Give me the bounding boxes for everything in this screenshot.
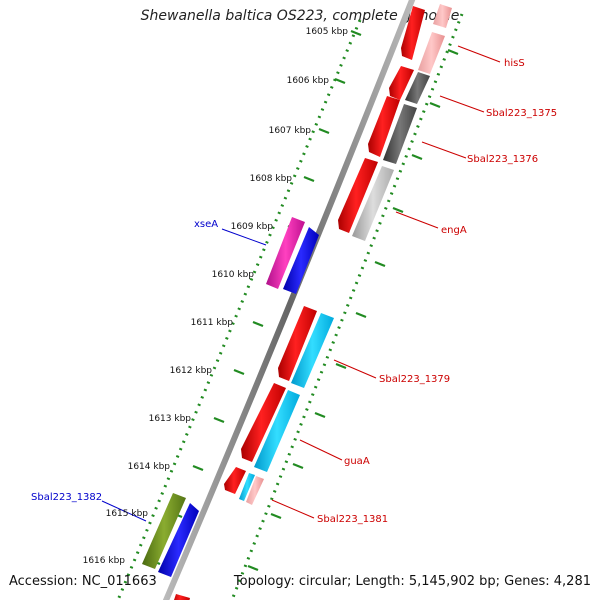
gene-label-hisS[interactable]: hisS [504, 58, 525, 69]
gene-label-sbal223-1381[interactable]: Sbal223_1381 [317, 514, 388, 525]
tick-label: 1616 kbp [83, 556, 126, 566]
gene-label-guaA[interactable]: guaA [344, 456, 370, 467]
gene-xseA-neighbor[interactable] [283, 227, 319, 294]
gene-label-xseA[interactable]: xseA [194, 219, 218, 230]
inner-tick-marks [247, 48, 459, 572]
gene-sbal223-1381[interactable] [246, 476, 264, 505]
forward-genes [142, 217, 319, 600]
gene-top-left[interactable] [401, 6, 425, 60]
gene-xseA[interactable] [266, 217, 305, 289]
gene-sbal223-1379[interactable] [291, 313, 334, 388]
tick-label: 1613 kbp [149, 414, 192, 424]
gene-label-sbal223-1382[interactable]: Sbal223_1382 [31, 492, 102, 503]
tick-labels: 1605 kbp 1606 kbp 1607 kbp 1608 kbp 1609… [83, 27, 349, 566]
tick-label: 1611 kbp [191, 318, 234, 328]
gene-sbal223-1382-neighbor[interactable] [158, 503, 199, 577]
tick-label: 1612 kbp [170, 366, 213, 376]
gene-hisS[interactable] [418, 32, 445, 74]
gene-red-5[interactable] [278, 306, 317, 381]
gene-label-sbal223-1375[interactable]: Sbal223_1375 [486, 108, 557, 119]
gene-engA[interactable] [352, 166, 394, 241]
gene-sbal223-1375[interactable] [405, 72, 430, 104]
gene-guaA[interactable] [254, 390, 300, 472]
genome-backbone [162, 0, 416, 600]
tick-label: 1614 kbp [128, 462, 171, 472]
genome-summary-text: Topology: circular; Length: 5,145,902 bp… [233, 574, 591, 589]
reverse-genes [224, 4, 452, 505]
label-leaders [101, 45, 501, 522]
tick-label: 1608 kbp [250, 174, 293, 184]
inner-dotted-ring [230, 13, 464, 600]
outer-dotted-ring [116, 19, 362, 600]
tick-label: 1606 kbp [287, 76, 330, 86]
gene-sbal223-1382[interactable] [142, 493, 186, 569]
gene-red-3[interactable] [368, 96, 400, 157]
gene-bottom-fragment[interactable] [172, 594, 190, 600]
gene-label-sbal223-1376[interactable]: Sbal223_1376 [467, 154, 538, 165]
tick-label: 1615 kbp [106, 509, 149, 519]
map-title: Shewanella baltica OS223, complete genom… [140, 8, 460, 24]
tick-label: 1609 kbp [231, 222, 274, 232]
gene-red-6[interactable] [241, 383, 286, 462]
tick-label: 1605 kbp [306, 27, 349, 37]
gene-sbal223-1381-a[interactable] [239, 473, 255, 501]
gene-label-engA[interactable]: engA [441, 225, 467, 236]
gene-sbal223-1376[interactable] [383, 104, 417, 164]
gene-label-sbal223-1379[interactable]: Sbal223_1379 [379, 374, 450, 385]
gene-red-2[interactable] [389, 66, 414, 100]
accession-text: Accession: NC_011663 [9, 574, 157, 589]
tick-label: 1607 kbp [269, 126, 312, 136]
gene-labels: xseA Sbal223_1382 hisS Sbal223_1375 Sbal… [31, 58, 557, 525]
gene-hisS-top[interactable] [433, 4, 452, 28]
gene-red-4[interactable] [338, 158, 378, 233]
tick-label: 1610 kbp [212, 270, 255, 280]
gene-red-7[interactable] [224, 467, 246, 494]
